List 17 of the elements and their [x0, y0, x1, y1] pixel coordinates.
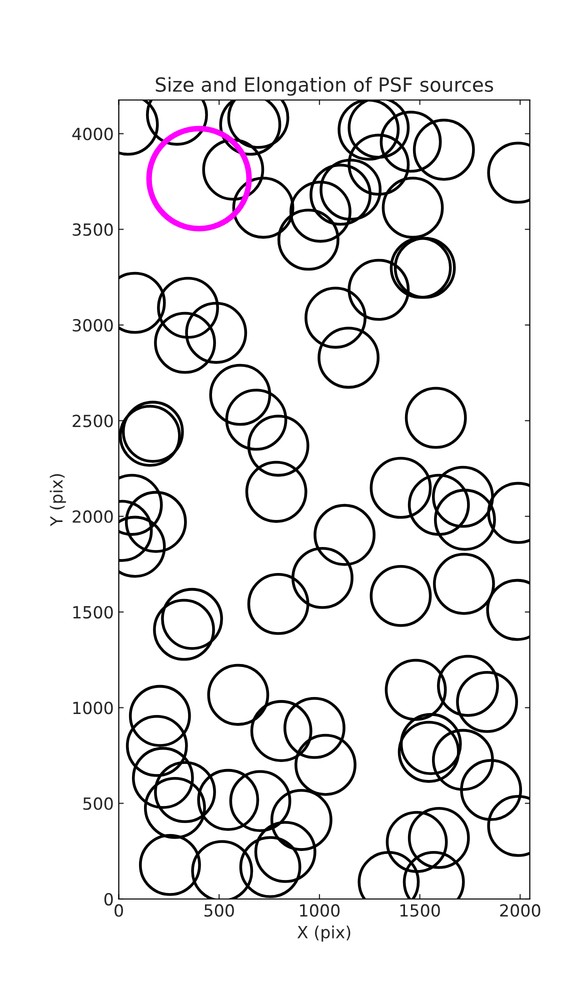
- x-tick-label: 2000: [500, 904, 540, 917]
- y-tick-label: 2500: [72, 414, 113, 428]
- x-axis-title: X (pix): [297, 926, 350, 942]
- y-tick-label: 0: [104, 892, 113, 906]
- y-tick-label: 4000: [72, 128, 113, 140]
- y-tick-label: 500: [83, 797, 113, 810]
- y-tick-label: 2000: [72, 510, 113, 523]
- y-tick-label: 3500: [72, 223, 113, 236]
- y-axis-title: Y (pix): [50, 474, 66, 526]
- x-tick-label: 1500: [400, 904, 440, 917]
- x-tick-label: 1000: [300, 904, 340, 917]
- y-tick-label: 3000: [72, 318, 113, 332]
- x-tick-label: 0: [114, 904, 123, 917]
- x-tick-label: 500: [204, 904, 234, 917]
- y-tick-label: 1000: [73, 702, 113, 714]
- chart-title: Size and Elongation of PSF sources: [156, 76, 494, 96]
- y-tick-label: 1500: [73, 606, 113, 619]
